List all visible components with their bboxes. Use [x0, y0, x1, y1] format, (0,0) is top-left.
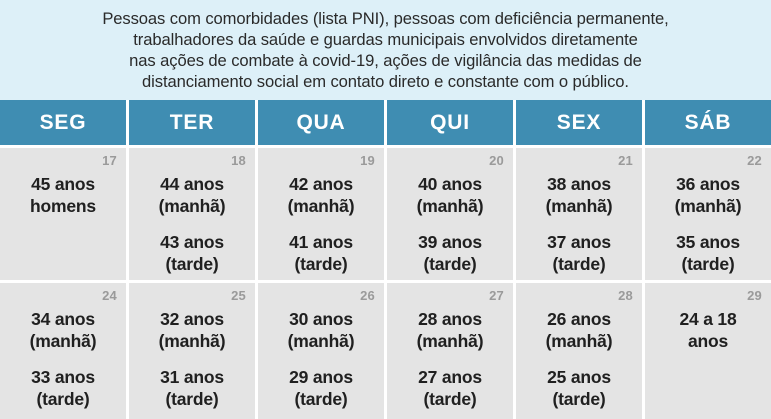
day-cell-20[interactable]: 20 40 anos (manhã) 39 anos (tarde) — [387, 148, 513, 280]
day-slot-list: 44 anos (manhã) 43 anos (tarde) — [138, 173, 246, 275]
calendar-week-row: 24 34 anos (manhã) 33 anos (tarde) 25 32… — [0, 283, 771, 419]
day-slot-list: 32 anos (manhã) 31 anos (tarde) — [138, 308, 246, 410]
weekday-label: SEG — [39, 110, 87, 134]
day-cell-18[interactable]: 18 44 anos (manhã) 43 anos (tarde) — [129, 148, 255, 280]
day-number: 24 — [102, 288, 117, 303]
weekday-label: QUA — [296, 110, 346, 134]
notice-text: Pessoas com comorbidades (lista PNI), pe… — [102, 8, 669, 92]
day-slot: 39 anos (tarde) — [418, 232, 482, 274]
day-slot: 43 anos (tarde) — [160, 232, 224, 274]
day-slot-list: 38 anos (manhã) 37 anos (tarde) — [525, 173, 633, 275]
day-cell-29[interactable]: 29 24 a 18 anos — [645, 283, 771, 419]
weekday-header-sab: SÁB — [645, 100, 771, 145]
day-slot: 27 anos (tarde) — [418, 367, 482, 409]
day-slot: 42 anos (manhã) — [287, 174, 355, 216]
day-cell-24[interactable]: 24 34 anos (manhã) 33 anos (tarde) — [0, 283, 126, 419]
day-cell-17[interactable]: 17 45 anos homens — [0, 148, 126, 280]
day-number: 29 — [747, 288, 762, 303]
day-cell-28[interactable]: 28 26 anos (manhã) 25 anos (tarde) — [516, 283, 642, 419]
weekday-header-seg: SEG — [0, 100, 126, 145]
day-slot-list: 26 anos (manhã) 25 anos (tarde) — [525, 308, 633, 410]
day-slot: 29 anos (tarde) — [289, 367, 353, 409]
day-number: 19 — [360, 153, 375, 168]
day-slot-list: 45 anos homens — [9, 173, 117, 217]
day-slot: 38 anos (manhã) — [545, 174, 613, 216]
day-number: 25 — [231, 288, 246, 303]
day-slot-list: 34 anos (manhã) 33 anos (tarde) — [9, 308, 117, 410]
day-slot: 25 anos (tarde) — [547, 367, 611, 409]
day-slot: 35 anos (tarde) — [676, 232, 740, 274]
day-cell-25[interactable]: 25 32 anos (manhã) 31 anos (tarde) — [129, 283, 255, 419]
weekday-label: QUI — [430, 110, 470, 134]
day-slot-list: 28 anos (manhã) 27 anos (tarde) — [396, 308, 504, 410]
weekday-header-sex: SEX — [516, 100, 642, 145]
weekday-label: SEX — [556, 110, 602, 134]
day-number: 20 — [489, 153, 504, 168]
day-number: 26 — [360, 288, 375, 303]
day-slot: 45 anos homens — [30, 174, 96, 216]
calendar-table: SEG TER QUA QUI SEX SÁB 17 45 an — [0, 100, 771, 419]
day-slot-list: 24 a 18 anos — [654, 308, 762, 352]
day-number: 22 — [747, 153, 762, 168]
weekday-header-qui: QUI — [387, 100, 513, 145]
day-slot-list: 30 anos (manhã) 29 anos (tarde) — [267, 308, 375, 410]
day-number: 17 — [102, 153, 117, 168]
day-slot: 30 anos (manhã) — [287, 309, 355, 351]
day-slot: 24 a 18 anos — [679, 309, 737, 351]
day-cell-19[interactable]: 19 42 anos (manhã) 41 anos (tarde) — [258, 148, 384, 280]
day-slot: 44 anos (manhã) — [158, 174, 226, 216]
weekday-header-row: SEG TER QUA QUI SEX SÁB — [0, 100, 771, 145]
day-number: 21 — [618, 153, 633, 168]
day-slot-list: 42 anos (manhã) 41 anos (tarde) — [267, 173, 375, 275]
day-cell-27[interactable]: 27 28 anos (manhã) 27 anos (tarde) — [387, 283, 513, 419]
day-cell-21[interactable]: 21 38 anos (manhã) 37 anos (tarde) — [516, 148, 642, 280]
day-number: 27 — [489, 288, 504, 303]
day-slot: 33 anos (tarde) — [31, 367, 95, 409]
day-cell-26[interactable]: 26 30 anos (manhã) 29 anos (tarde) — [258, 283, 384, 419]
notice-banner: Pessoas com comorbidades (lista PNI), pe… — [0, 0, 771, 100]
day-slot-list: 36 anos (manhã) 35 anos (tarde) — [654, 173, 762, 275]
day-cell-22[interactable]: 22 36 anos (manhã) 35 anos (tarde) — [645, 148, 771, 280]
day-slot: 34 anos (manhã) — [29, 309, 97, 351]
day-slot: 37 anos (tarde) — [547, 232, 611, 274]
day-slot: 31 anos (tarde) — [160, 367, 224, 409]
weekday-label: SÁB — [684, 110, 732, 134]
day-number: 28 — [618, 288, 633, 303]
day-slot: 36 anos (manhã) — [674, 174, 742, 216]
calendar-week-row: 17 45 anos homens 18 44 anos (manhã) 43 … — [0, 148, 771, 280]
day-slot: 32 anos (manhã) — [158, 309, 226, 351]
day-slot: 40 anos (manhã) — [416, 174, 484, 216]
weekday-label: TER — [169, 110, 215, 134]
weekday-header-qua: QUA — [258, 100, 384, 145]
weekday-header-ter: TER — [129, 100, 255, 145]
day-slot: 28 anos (manhã) — [416, 309, 484, 351]
day-slot-list: 40 anos (manhã) 39 anos (tarde) — [396, 173, 504, 275]
day-number: 18 — [231, 153, 246, 168]
day-slot: 41 anos (tarde) — [289, 232, 353, 274]
day-slot: 26 anos (manhã) — [545, 309, 613, 351]
